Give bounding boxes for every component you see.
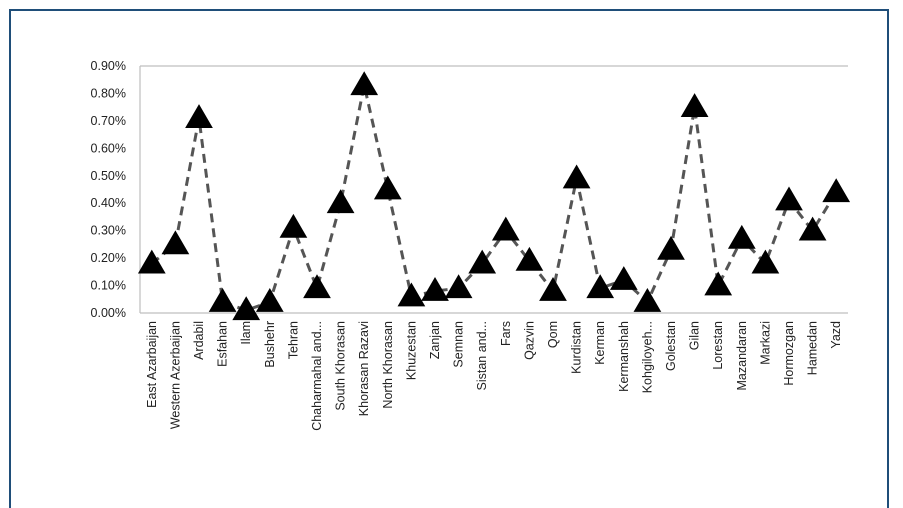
data-point [609,266,638,290]
data-point [326,189,355,214]
x-tick-label: Kerman [593,321,607,365]
data-point [161,230,190,255]
data-point [822,178,851,203]
y-tick-label: 0.70% [91,114,126,128]
x-tick-label: Mazandaran [735,321,749,391]
figure-frame [9,9,889,508]
data-point [279,213,308,238]
series-line [150,84,838,312]
x-tick-label: Khuzestan [404,321,418,380]
data-point [397,282,426,307]
data-point [727,224,756,249]
x-tick-label: Chaharmahal and... [310,321,324,431]
data-point [539,277,567,301]
x-tick-label: Hormozgan [782,321,796,386]
x-tick-label: Tehran [286,321,300,359]
x-tick-label: South Khorasan [334,321,348,411]
data-point [704,271,733,296]
data-point [444,274,473,299]
x-tick-label: Yazd [829,321,843,349]
data-point [680,93,709,118]
data-point [137,249,166,274]
plot-area [137,65,851,321]
data-point [421,277,449,301]
y-tick-label: 0.80% [91,86,126,100]
y-tick-label: 0.50% [91,169,126,183]
data-point [232,296,261,321]
data-point [562,164,591,189]
x-tick-label: East Azarbaijan [145,321,159,408]
x-tick-label: Esfahan [216,321,230,367]
x-tick-label: Kurdistan [570,321,584,374]
x-tick-label: Western Azerbaijan [168,321,182,429]
data-point [633,288,662,312]
data-point [255,288,284,312]
x-tick-label: Lorestan [711,321,725,370]
y-tick-label: 0.20% [91,251,126,265]
data-point [373,175,402,200]
x-tick-label: Sistan and... [475,321,489,391]
data-point [468,249,497,274]
data-point [185,104,213,129]
x-tick-label: Kermanshah [617,321,631,392]
data-point [350,71,379,96]
x-tick-label: Bushehr [263,321,277,368]
data-point [303,274,331,299]
data-point [775,186,803,211]
y-tick-label: 0.30% [91,224,126,238]
x-tick-label: Zanjan [428,321,442,359]
x-tick-label: Qazvin [522,321,536,360]
y-tick-label: 0.10% [91,279,126,293]
y-tick-label: 0.60% [91,141,126,155]
x-tick-label: Semnan [452,321,466,368]
data-point [515,246,544,271]
y-tick-label: 0.00% [91,306,126,320]
x-tick-label: Kohgiloyeh... [640,321,654,393]
x-tick-label: Gilan [688,321,702,350]
x-axis: East Azarbaijan Western Azerbaijan Ardabil… [145,321,843,431]
data-point [208,288,237,312]
x-tick-label: Golestan [664,321,678,371]
x-tick-label: Qom [546,321,560,348]
data-point [751,249,780,274]
x-tick-label: Markazi [758,321,772,365]
data-point [798,216,827,241]
x-tick-label: Khorasan Razavi [357,321,371,416]
data-point [657,235,685,260]
y-tick-label: 0.40% [91,196,126,210]
data-point [491,216,520,241]
x-tick-label: Fars [499,321,513,346]
y-axis: 0.00% 0.10% 0.20% 0.30% 0.40% 0.50% 0.60% 0.70%… [91,59,126,320]
x-tick-label: Hamedan [806,321,820,375]
data-point [586,274,615,299]
x-tick-label: Ilam [239,321,253,345]
y-tick-label: 0.90% [91,59,126,73]
x-tick-label: Ardabil [192,321,206,360]
x-tick-label: North Khorasan [381,321,395,409]
